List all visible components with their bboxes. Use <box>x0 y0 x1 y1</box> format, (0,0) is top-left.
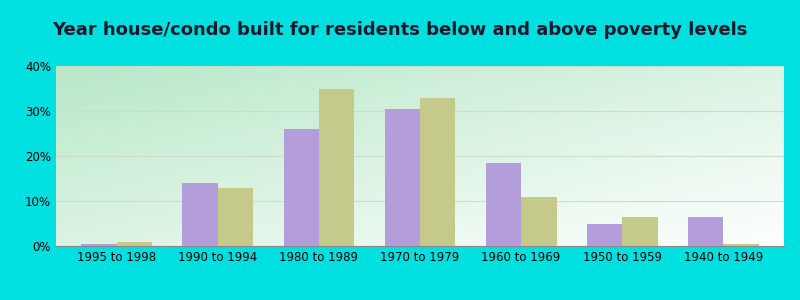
Bar <box>420 98 455 246</box>
Bar <box>587 224 622 246</box>
Bar <box>283 129 319 246</box>
Bar <box>319 88 354 246</box>
Bar <box>486 163 521 246</box>
Bar <box>521 196 557 246</box>
Bar <box>218 188 253 246</box>
Text: Year house/condo built for residents below and above poverty levels: Year house/condo built for residents bel… <box>52 21 748 39</box>
Bar <box>117 242 152 246</box>
Bar <box>182 183 218 246</box>
Bar <box>82 244 117 246</box>
Bar <box>723 244 758 246</box>
Bar <box>622 217 658 246</box>
Bar <box>385 109 420 246</box>
Bar <box>688 217 723 246</box>
